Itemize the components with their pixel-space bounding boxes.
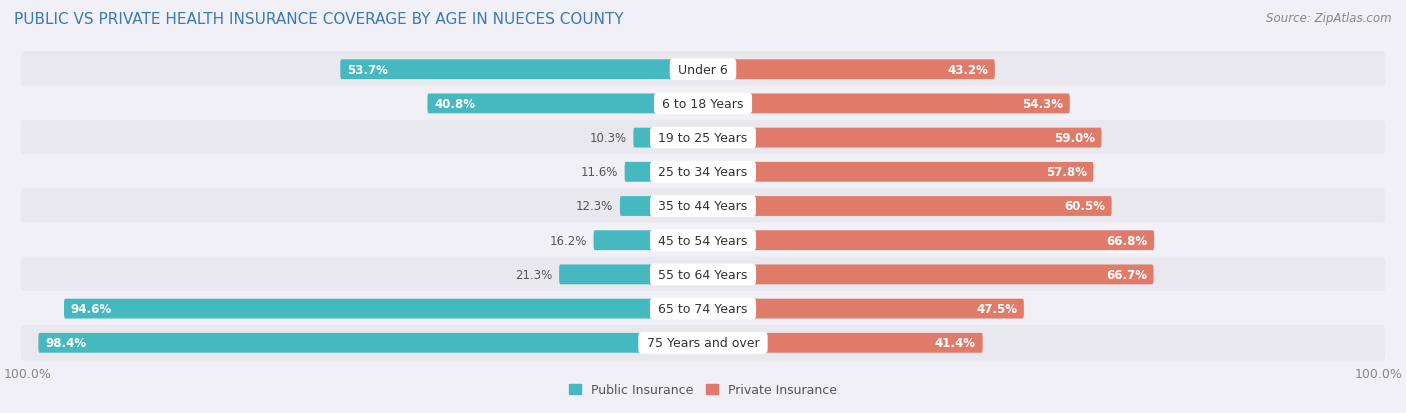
FancyBboxPatch shape: [21, 325, 1385, 361]
FancyBboxPatch shape: [21, 291, 1385, 327]
Text: 60.5%: 60.5%: [1064, 200, 1105, 213]
Text: 12.3%: 12.3%: [576, 200, 613, 213]
FancyBboxPatch shape: [593, 231, 703, 251]
Text: 65 to 74 Years: 65 to 74 Years: [654, 302, 752, 316]
FancyBboxPatch shape: [21, 52, 1385, 88]
FancyBboxPatch shape: [703, 231, 1154, 251]
Text: 98.4%: 98.4%: [45, 337, 86, 349]
FancyBboxPatch shape: [624, 162, 703, 182]
Text: 25 to 34 Years: 25 to 34 Years: [654, 166, 752, 179]
FancyBboxPatch shape: [703, 128, 1101, 148]
FancyBboxPatch shape: [703, 94, 1070, 114]
FancyBboxPatch shape: [703, 162, 1094, 182]
FancyBboxPatch shape: [703, 299, 1024, 319]
Text: 53.7%: 53.7%: [347, 64, 388, 76]
FancyBboxPatch shape: [703, 265, 1153, 285]
Text: 19 to 25 Years: 19 to 25 Years: [654, 132, 752, 145]
Text: 11.6%: 11.6%: [581, 166, 617, 179]
FancyBboxPatch shape: [427, 94, 703, 114]
FancyBboxPatch shape: [21, 121, 1385, 156]
Text: 47.5%: 47.5%: [976, 302, 1017, 316]
FancyBboxPatch shape: [21, 154, 1385, 190]
Text: 66.7%: 66.7%: [1105, 268, 1147, 281]
Text: 41.4%: 41.4%: [935, 337, 976, 349]
Text: 66.8%: 66.8%: [1107, 234, 1147, 247]
Text: 59.0%: 59.0%: [1053, 132, 1095, 145]
FancyBboxPatch shape: [65, 299, 703, 319]
FancyBboxPatch shape: [703, 333, 983, 353]
Text: 10.3%: 10.3%: [589, 132, 627, 145]
Text: 16.2%: 16.2%: [550, 234, 586, 247]
Text: 55 to 64 Years: 55 to 64 Years: [654, 268, 752, 281]
FancyBboxPatch shape: [38, 333, 703, 353]
Text: 6 to 18 Years: 6 to 18 Years: [658, 97, 748, 111]
Text: 45 to 54 Years: 45 to 54 Years: [654, 234, 752, 247]
Text: 21.3%: 21.3%: [515, 268, 553, 281]
Text: 35 to 44 Years: 35 to 44 Years: [654, 200, 752, 213]
Text: 94.6%: 94.6%: [70, 302, 112, 316]
Text: 43.2%: 43.2%: [948, 64, 988, 76]
Text: 57.8%: 57.8%: [1046, 166, 1087, 179]
Text: 40.8%: 40.8%: [434, 97, 475, 111]
Text: PUBLIC VS PRIVATE HEALTH INSURANCE COVERAGE BY AGE IN NUECES COUNTY: PUBLIC VS PRIVATE HEALTH INSURANCE COVER…: [14, 12, 624, 27]
FancyBboxPatch shape: [21, 86, 1385, 122]
FancyBboxPatch shape: [340, 60, 703, 80]
FancyBboxPatch shape: [620, 197, 703, 216]
FancyBboxPatch shape: [560, 265, 703, 285]
FancyBboxPatch shape: [21, 257, 1385, 292]
FancyBboxPatch shape: [21, 189, 1385, 224]
FancyBboxPatch shape: [703, 60, 995, 80]
Text: Under 6: Under 6: [673, 64, 733, 76]
FancyBboxPatch shape: [634, 128, 703, 148]
Text: 54.3%: 54.3%: [1022, 97, 1063, 111]
Text: Source: ZipAtlas.com: Source: ZipAtlas.com: [1267, 12, 1392, 25]
FancyBboxPatch shape: [21, 223, 1385, 259]
Text: 75 Years and over: 75 Years and over: [643, 337, 763, 349]
FancyBboxPatch shape: [703, 197, 1112, 216]
Legend: Public Insurance, Private Insurance: Public Insurance, Private Insurance: [564, 378, 842, 401]
